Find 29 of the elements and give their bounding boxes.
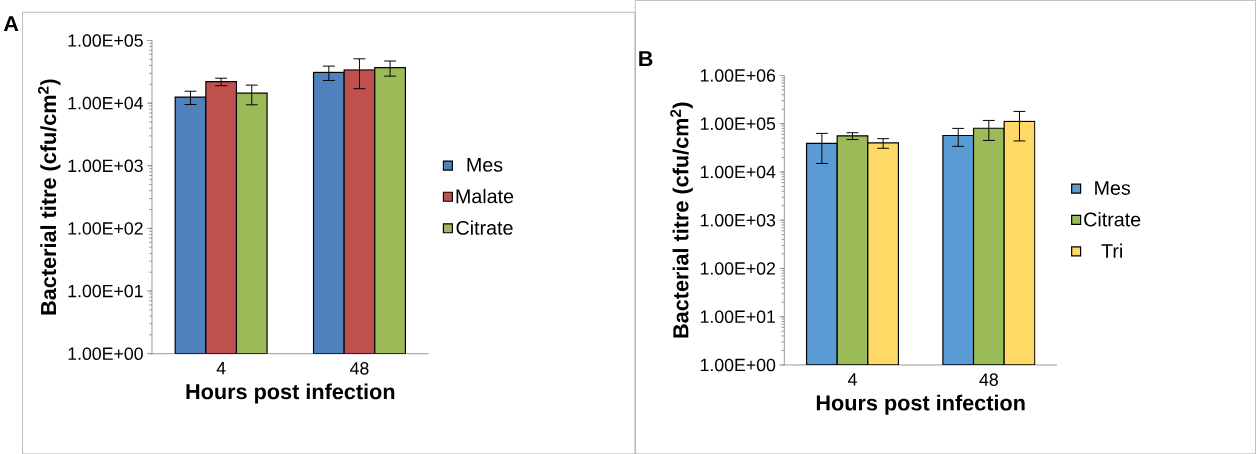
y-tick-label: 1.00E+05 [68,34,143,47]
legend-label: Mes [467,157,503,172]
chart-title: B [639,51,653,66]
y-axis-title: Bacterial titre (cfu/cm$^{2}$) [670,102,693,338]
x-tick-label: 48 [350,361,369,375]
x-tick-label: 4 [216,361,226,375]
chart-title: A [3,16,19,31]
y-tick-label: 1.00E+01 [68,284,143,298]
y-tick-label: 1.00E+02 [68,221,143,235]
y-tick-label: 1.00E+00 [68,347,143,360]
x-axis-title: Hours post infection [816,394,1025,415]
legend-label: Malate [456,188,514,204]
y-tick-label: 1.00E+03 [700,213,776,227]
y-tick-label: 1.00E+02 [700,262,776,275]
y-tick-label: 1.00E+04 [68,96,144,110]
y-axis-title: Bacterial titre (cfu/cm$^{2}$) [37,79,61,315]
x-tick-label: 48 [979,373,998,386]
legend-label: Citrate [456,220,513,235]
y-tick-label: 1.00E+06 [700,69,776,82]
y-tick-label: 1.00E+04 [700,165,776,179]
y-tick-label: 1.00E+05 [700,117,776,130]
y-tick-label: 1.00E+03 [68,159,143,172]
legend-label: Tri [1101,243,1122,258]
y-tick-label: 1.00E+00 [700,358,776,372]
x-axis-title: Hours post infection [186,383,395,404]
legend-label: Citrate [1084,211,1141,227]
y-tick-label: 1.00E+01 [700,310,776,323]
x-tick-label: 4 [847,373,857,386]
legend-label: Mes [1095,181,1131,195]
